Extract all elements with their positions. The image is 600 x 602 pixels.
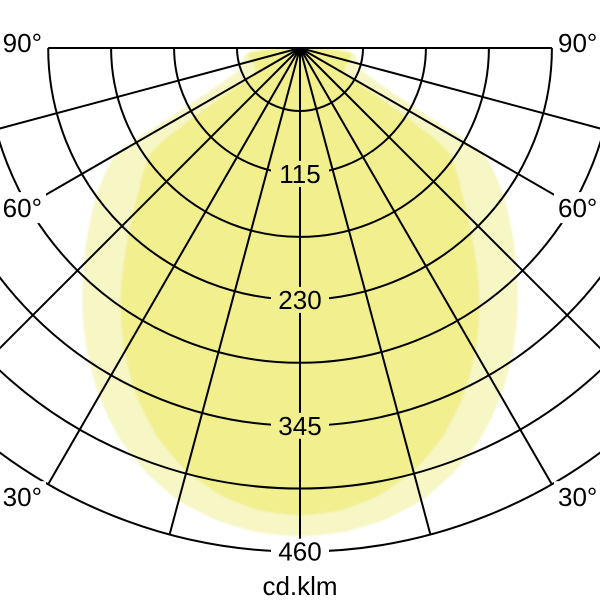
grid-spoke [0, 47, 301, 350]
grid-spoke [299, 47, 600, 223]
radial-tick-pad [271, 412, 329, 439]
angle-tick-label-right-90: 90° [558, 28, 597, 58]
radial-tick-pad [271, 538, 329, 565]
angle-tick-label-right-60: 60° [558, 193, 597, 223]
radial-tick-label: 115 [279, 159, 320, 189]
grid-spoke [168, 47, 301, 535]
grid-spoke [0, 47, 301, 223]
angle-tick-pad [0, 481, 46, 513]
grid-spoke [299, 47, 553, 485]
radial-tick-pad [271, 160, 329, 187]
grid-spoke [299, 47, 600, 130]
angle-tick-label-right-30: 30° [558, 482, 597, 512]
angle-tick-pad [0, 27, 46, 58]
angle-tick-pad [554, 481, 600, 513]
angle-tick-label-left-30: 30° [3, 482, 42, 512]
angle-tick-pad [0, 192, 46, 224]
angle-tick-pad [554, 192, 600, 224]
unit-caption-label: cd.klm [262, 571, 338, 601]
grid-spoke [47, 47, 301, 485]
radial-tick-pad [271, 286, 329, 313]
angle-tick-label-left-60: 60° [3, 193, 42, 223]
grid-spoke [0, 47, 301, 130]
radial-tick-label: 230 [278, 285, 321, 315]
angle-tick-label-left-90: 90° [3, 28, 42, 58]
grid-spoke [299, 47, 600, 350]
grid-spoke [299, 47, 432, 535]
labels: 115 230 345 460 90° 90° 60° 60° 30° 30° [0, 27, 600, 567]
radial-tick-label: 460 [278, 537, 321, 567]
radial-tick-label: 345 [278, 411, 321, 441]
angle-tick-pad [554, 27, 600, 58]
